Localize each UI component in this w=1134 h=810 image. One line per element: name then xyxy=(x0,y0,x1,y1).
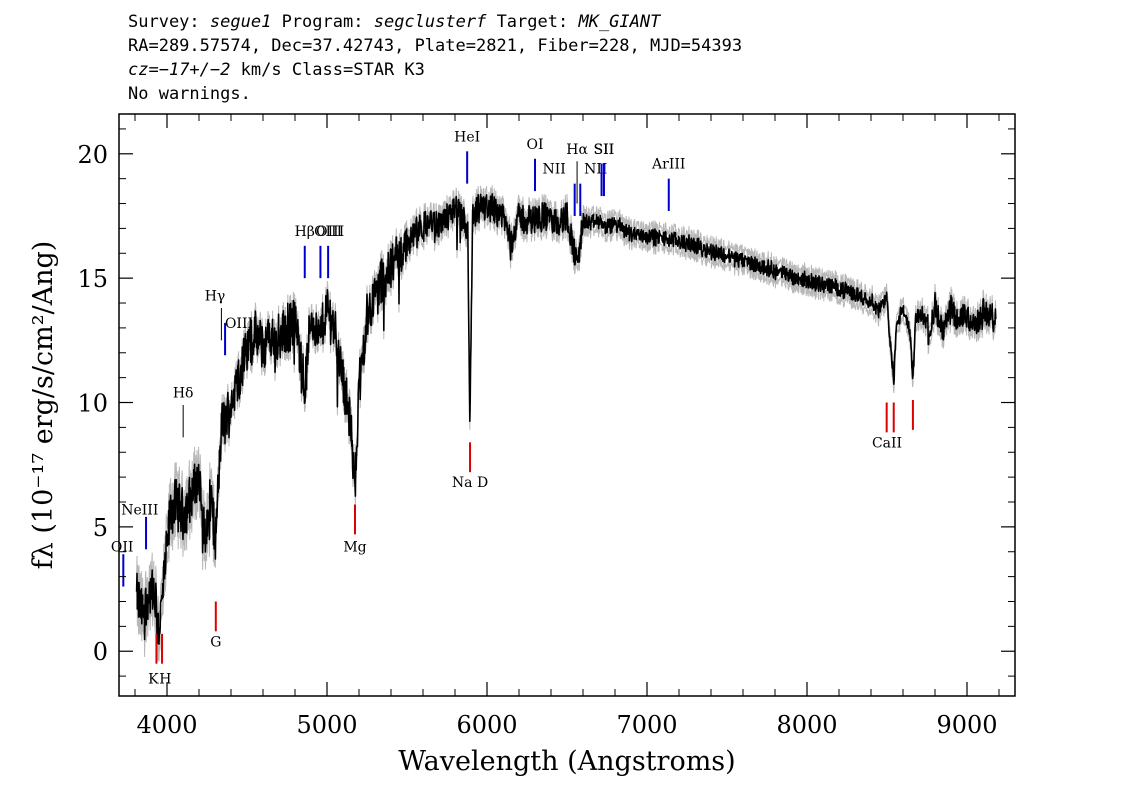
spectrum-line xyxy=(135,193,997,646)
emission-line-label: OIII xyxy=(316,224,344,240)
x-tick-label: 6000 xyxy=(456,711,517,739)
emission-line-label: OIII xyxy=(225,316,253,332)
x-axis-title: Wavelength (Angstroms) xyxy=(398,746,735,777)
emission-line-label: SII xyxy=(593,142,614,158)
spectrum-layer xyxy=(135,193,997,646)
class-text: Class=STAR K3 xyxy=(291,60,425,80)
survey-line: Survey: segue1 Program: segclusterf Targ… xyxy=(128,10,742,34)
absorption-line-label: H xyxy=(159,672,171,688)
coords-line: RA=289.57574, Dec=37.42743, Plate=2821, … xyxy=(128,36,743,56)
program-value: segclusterf xyxy=(373,12,487,32)
y-tick-label: 5 xyxy=(93,514,108,542)
x-tick-label: 9000 xyxy=(936,711,997,739)
y-axis-title: fλ (10⁻¹⁷ erg/s/cm²/Ang) xyxy=(28,241,59,570)
error-lower-line xyxy=(136,202,997,662)
absorption-line-label: K xyxy=(148,672,159,688)
error-upper-line xyxy=(136,185,997,627)
emission-line-label: NeIII xyxy=(121,502,158,518)
error-band xyxy=(136,185,997,662)
y-tick-label: 10 xyxy=(77,390,108,418)
emission-line-label: Hγ xyxy=(205,289,226,305)
warnings-line: No warnings. xyxy=(128,84,251,104)
spectrum-header: Survey: segue1 Program: segclusterf Targ… xyxy=(128,10,742,106)
x-tick-label: 5000 xyxy=(296,711,357,739)
y-tick-label: 0 xyxy=(93,638,108,666)
survey-label: Survey: xyxy=(128,12,200,32)
redshift-unit: km/s xyxy=(240,60,282,80)
absorption-line-label: G xyxy=(210,634,221,650)
y-tick-label: 15 xyxy=(77,265,108,293)
program-label: Program: xyxy=(281,12,364,32)
x-tick-label: 7000 xyxy=(616,711,677,739)
redshift-label: cz= xyxy=(128,60,159,80)
emission-line-label: OI xyxy=(526,137,543,153)
x-tick-label: 4000 xyxy=(136,711,197,739)
emission-line-label: OIII xyxy=(314,224,342,240)
redshift-value: −17+/−2 xyxy=(158,60,231,80)
emission-line-label: OII xyxy=(111,540,134,556)
emission-line-label: Hα xyxy=(566,142,588,158)
absorption-line-label: Na D xyxy=(452,475,488,491)
emission-line-label: ArIII xyxy=(651,157,685,173)
x-tick-label: 8000 xyxy=(776,711,837,739)
plot-frame xyxy=(118,113,1016,697)
absorption-line-label: Mg xyxy=(343,540,366,556)
target-label: Target: xyxy=(496,12,569,32)
emission-line-label: HeI xyxy=(454,129,480,145)
emission-line-label: Hβ xyxy=(295,224,315,240)
emission-line-label: SII xyxy=(594,142,615,158)
axis-ticks: 4000 5000 6000 7000 8000 9000 0 5 10 15 20 xyxy=(77,114,1015,739)
survey-value: segue1 xyxy=(209,12,272,32)
redshift-line: cz=−17+/−2 km/s Class=STAR K3 xyxy=(128,58,742,82)
emission-line-label: NII xyxy=(543,162,566,178)
target-value: MK_GIANT xyxy=(578,12,661,32)
y-tick-label: 20 xyxy=(77,141,108,169)
absorption-line-label: CaII xyxy=(872,435,902,451)
emission-line-label: Hδ xyxy=(173,386,194,402)
